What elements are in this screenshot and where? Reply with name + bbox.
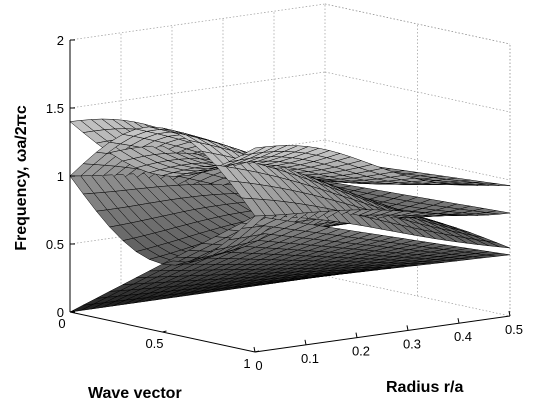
surface-patch: [241, 197, 267, 217]
radius-axis: [254, 315, 511, 353]
y-axis-label: Frequency, ωa/2πc: [13, 105, 30, 251]
radius-tick-mark: [304, 339, 307, 345]
radius-tick-label: 0: [255, 358, 262, 373]
grid-line: [324, 139, 511, 181]
axes-box: [69, 39, 511, 353]
surface-patch: [241, 146, 266, 156]
frequency-tick-label: 0: [57, 305, 64, 320]
radius-tick-mark: [406, 325, 409, 331]
grid-line: [324, 3, 511, 45]
grid-line: [69, 71, 326, 109]
radius-tick-label: 0.2: [352, 344, 370, 359]
surface-patch: [241, 215, 267, 229]
wavevector-tick-label: 1: [243, 356, 250, 371]
frequency-tick-label: 1.5: [46, 101, 64, 116]
grid-line: [69, 3, 326, 41]
wavevector-tick-mark: [254, 350, 260, 353]
radius-axis-label: Radius r/a: [386, 379, 463, 396]
frequency-tick-label: 0.5: [46, 237, 64, 252]
frequency-tick-label: 1: [57, 169, 64, 184]
wavevector-tick-label: 0: [58, 316, 65, 331]
radius-tick-mark: [355, 332, 358, 338]
band-surfaces: [69, 118, 511, 313]
x-axis-label: Wave vector: [88, 385, 182, 402]
wavevector-tick-label: 0.5: [145, 336, 163, 351]
radius-tick-mark: [508, 310, 511, 317]
radius-tick-mark: [253, 346, 256, 353]
wavevector-tick-mark: [69, 310, 75, 313]
radius-tick-label: 0.3: [403, 336, 421, 351]
radius-tick-label: 0.5: [505, 322, 523, 337]
wavevector-tick-mark: [162, 330, 167, 333]
radius-tick-label: 0.4: [454, 329, 472, 344]
radius-tick-mark: [457, 318, 460, 324]
frequency-tick-label: 2: [57, 33, 64, 48]
radius-tick-label: 0.1: [301, 351, 319, 366]
